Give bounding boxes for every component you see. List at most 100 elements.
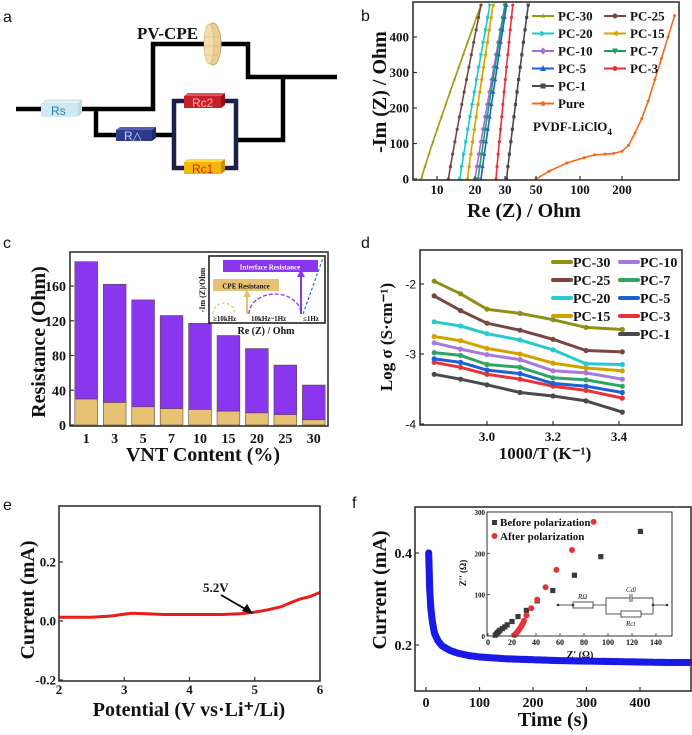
d-point <box>458 346 464 352</box>
f-inset-point-before <box>509 618 515 625</box>
b-point <box>461 52 466 57</box>
b-xtick-label: 100 <box>570 182 590 197</box>
d-x-axis-title: 1000/T (K⁻¹) <box>499 444 592 463</box>
b-point <box>473 114 478 119</box>
e-y-ticks: -0.2 0.0 0.2 <box>35 555 63 688</box>
f-inset-xtick-label: 140 <box>650 638 662 647</box>
b-point <box>659 56 664 60</box>
c-y-ticks: 0 40 80 120 160 <box>45 280 74 434</box>
b-point <box>508 28 512 32</box>
b-point <box>509 140 513 144</box>
e-xtick-label: 2 <box>56 682 63 697</box>
b-point <box>666 35 670 39</box>
d-point <box>431 319 437 325</box>
d-point <box>458 359 464 365</box>
b-point <box>469 139 475 144</box>
b-point <box>515 90 519 94</box>
b-legend-item: PC-1 <box>532 79 586 94</box>
b-series-pc-20 <box>458 2 493 182</box>
panel-letter-b: b <box>361 8 370 25</box>
cpe-arrow-head-icon <box>243 290 251 297</box>
d-point <box>550 380 556 386</box>
high-freq-arc <box>212 302 236 315</box>
inner-wires <box>171 98 239 171</box>
d-series-pc-30 <box>431 278 625 333</box>
f-inset-y-label: Z'' (Ω) <box>458 560 468 586</box>
b-point <box>497 140 501 144</box>
b-point <box>474 163 480 170</box>
b-legend-marker <box>540 30 547 37</box>
d-series-pc-20 <box>431 319 625 368</box>
c-bar-cpe <box>302 419 326 426</box>
interface-arrow-head-icon <box>297 269 305 277</box>
b-point <box>517 78 521 82</box>
d-point <box>619 326 625 333</box>
legend-after-marker <box>491 533 498 539</box>
c-bar-stack <box>159 315 184 426</box>
b-legend-label: PC-25 <box>630 9 665 24</box>
b-point <box>507 40 511 44</box>
b-series-pc-15 <box>464 2 495 182</box>
f-x-ticks: 0 100 200 300 400 <box>423 687 651 711</box>
b-legend-marker <box>612 48 618 55</box>
b-point <box>482 151 487 156</box>
b-point <box>525 15 529 20</box>
d-legend-item: PC-20 <box>551 292 610 307</box>
f-xtick-label: 300 <box>576 696 597 711</box>
c-bar-cpe <box>216 410 241 426</box>
d-legend-item: PC-15 <box>551 310 610 325</box>
circuit-node-icon <box>571 603 575 607</box>
b-point <box>479 152 484 157</box>
c-y-axis-title: Resistance (Ohm) <box>28 266 50 418</box>
e-annotation: 5.2V <box>203 580 253 614</box>
b-annotation-text: PVDF-LiClO <box>533 119 607 134</box>
d-point <box>484 382 490 388</box>
e-xtick-label: 6 <box>317 682 324 697</box>
d-point <box>583 324 589 330</box>
c-xtick-label: 7 <box>168 432 175 447</box>
f-series-group <box>425 549 692 667</box>
d-legend-label: PC-10 <box>640 256 677 271</box>
d-point <box>484 331 490 337</box>
b-point <box>419 176 424 181</box>
b-point <box>523 28 527 32</box>
b-point <box>488 15 493 20</box>
b-point <box>512 115 516 119</box>
c-plot-frame <box>69 251 329 427</box>
e-arrow-head-icon <box>242 604 253 614</box>
d-legend-label: PC-7 <box>640 274 670 289</box>
d-point <box>619 395 625 401</box>
e-ytick-label: 0.0 <box>40 614 56 629</box>
f-xtick-label: 100 <box>469 696 490 711</box>
b-legend-item: PC-3 <box>604 61 659 76</box>
b-legend-item: PC-25 <box>604 9 665 24</box>
f-inset-ytick-label: 0 <box>482 633 486 641</box>
c-ytick-label: 120 <box>45 315 66 330</box>
b-ytick-label: 0 <box>403 172 410 187</box>
f-inset-point-before <box>571 572 577 578</box>
d-point <box>458 323 464 329</box>
c-xtick-label: 10 <box>193 432 207 447</box>
b-ytick-label: 300 <box>390 65 410 80</box>
d-point <box>484 345 490 351</box>
f-inset-series-group <box>492 518 643 639</box>
b-point <box>509 15 514 20</box>
d-legend-item: PC-7 <box>618 274 670 289</box>
b-point <box>626 143 631 147</box>
panel-letter-c: c <box>3 235 11 252</box>
d-point <box>619 361 625 368</box>
b-point <box>465 40 470 44</box>
f-xtick-label: 0 <box>423 696 430 711</box>
panel-f: f 0.20.4 0 100 200 300 400 Current (mA) Time… <box>352 495 692 731</box>
b-point <box>448 89 452 94</box>
b-legend-item: PC-20 <box>532 26 593 41</box>
b-point <box>484 40 489 45</box>
b-point <box>487 114 492 119</box>
rc1-label: Rc1 <box>192 162 214 176</box>
b-series-pure <box>534 13 677 181</box>
d-point <box>583 383 589 389</box>
b-point <box>439 114 444 119</box>
b-legend-item: PC-10 <box>532 44 593 59</box>
d-legend-label: PC-1 <box>640 328 670 343</box>
f-inset-xtick-label: 80 <box>580 638 588 647</box>
